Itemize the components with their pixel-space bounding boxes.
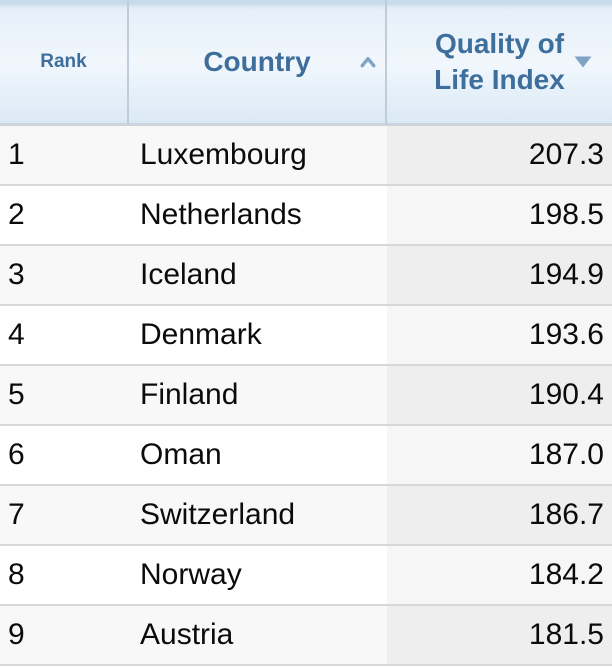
value-cell: 181.5 [387,606,612,666]
table-row: 4 Denmark 193.6 [0,306,612,366]
rank-cell: 7 [0,486,129,546]
table-header: Rank Country Quality of Life Index [0,0,612,126]
country-cell: Denmark [129,306,387,366]
value-cell: 207.3 [387,126,612,186]
rank-header-label: Rank [40,50,87,72]
country-cell: Norway [129,546,387,606]
rank-cell: 9 [0,606,129,666]
column-header-quality-of-life-index[interactable]: Quality of Life Index [387,0,612,126]
chevron-up-icon [360,56,376,67]
country-cell: Finland [129,366,387,426]
country-header-label: Country [203,45,311,77]
rank-cell: 3 [0,246,129,306]
value-cell: 198.5 [387,186,612,246]
table-row: 5 Finland 190.4 [0,366,612,426]
value-cell: 187.0 [387,426,612,486]
country-cell: Netherlands [129,186,387,246]
table-row: 6 Oman 187.0 [0,426,612,486]
value-cell: 194.9 [387,246,612,306]
rank-cell: 4 [0,306,129,366]
table-body: 1 Luxembourg 207.3 2 Netherlands 198.5 3… [0,126,612,666]
country-cell: Oman [129,426,387,486]
table-row: 9 Austria 181.5 [0,606,612,666]
table-row: 8 Norway 184.2 [0,546,612,606]
column-header-country[interactable]: Country [129,0,387,126]
rank-cell: 8 [0,546,129,606]
rank-cell: 6 [0,426,129,486]
triangle-down-icon [574,56,592,67]
quality-header-line2: Life Index [434,63,565,95]
quality-header-line1: Quality of [434,27,565,59]
country-cell: Luxembourg [129,126,387,186]
country-cell: Austria [129,606,387,666]
table-row: 1 Luxembourg 207.3 [0,126,612,186]
column-header-rank[interactable]: Rank [0,0,129,126]
table-row: 3 Iceland 194.9 [0,246,612,306]
table-row: 7 Switzerland 186.7 [0,486,612,546]
value-cell: 193.6 [387,306,612,366]
rank-cell: 5 [0,366,129,426]
rank-cell: 2 [0,186,129,246]
country-cell: Switzerland [129,486,387,546]
header-row: Rank Country Quality of Life Index [0,0,612,126]
value-cell: 190.4 [387,366,612,426]
country-cell: Iceland [129,246,387,306]
value-cell: 184.2 [387,546,612,606]
value-cell: 186.7 [387,486,612,546]
rank-cell: 1 [0,126,129,186]
table-row: 2 Netherlands 198.5 [0,186,612,246]
